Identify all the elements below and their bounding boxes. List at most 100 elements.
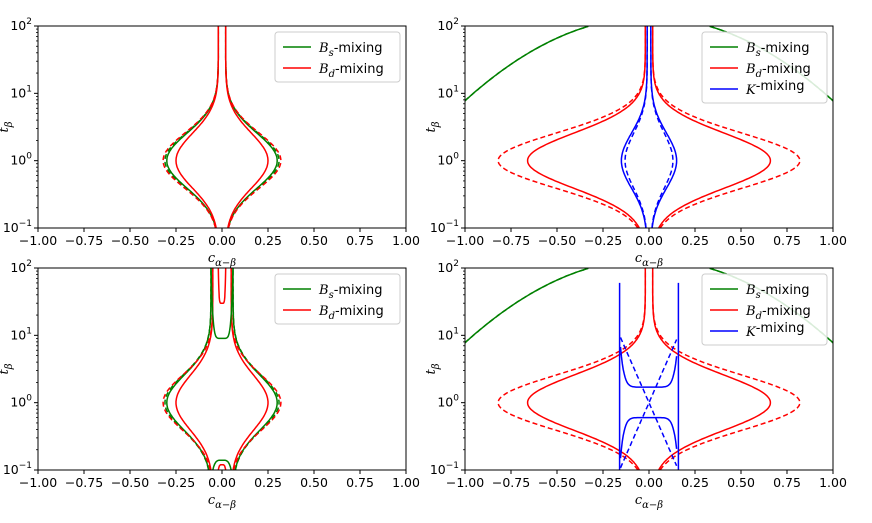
panel-bottom-right-ytick-label: 100	[437, 394, 459, 410]
panel-bottom-left: −1.00 −0.75 −0.50 −0.25 0.00 0.25 0.50 0.75 1.00…	[0, 259, 420, 511]
panel-top-left-xtick-label: 1.00	[392, 233, 420, 248]
panel-bottom-left-plot-area	[162, 268, 282, 470]
panel-bottom-right: −1.00 −0.75 −0.50 −0.25 0.00 0.25 0.50 0.75 1.00…	[424, 259, 847, 511]
panel-bottom-right-xtick-label: 0.75	[773, 475, 801, 490]
panel-top-right-xtick-label: 0.25	[681, 233, 709, 248]
panel-top-left-legend-box	[274, 31, 401, 83]
panel-top-right-series-3-bd-mixing	[651, 26, 801, 228]
panel-bottom-right-series-3-bd-mixing-part1	[497, 268, 647, 470]
panel-top-right-series-4-k-mixing-part1	[620, 26, 648, 228]
panel-bottom-left-ytick-label: 100	[10, 394, 32, 410]
panel-bottom-left-xlabel: cα−β	[208, 493, 236, 511]
panel-top-right-series-4-k-mixing	[650, 26, 678, 228]
panel-bottom-left-legend: Bs-mixing Bd-mixing	[274, 273, 401, 325]
panel-top-left-ytick-label: 101	[10, 84, 32, 100]
panel-top-left-legend-label: Bd-mixing	[318, 62, 384, 80]
panel-bottom-right-series-1-bs-mixing	[465, 268, 589, 344]
panel-top-right-legend-label: K-mixing	[745, 79, 804, 98]
panel-bottom-right-xtick-label: −0.75	[492, 475, 530, 490]
panel-bottom-right-xtick-label: 0.00	[635, 475, 663, 490]
panel-bottom-left-series-1-bs-mixing	[232, 268, 280, 470]
panel-top-left-xtick-label: −0.25	[157, 233, 195, 248]
panel-top-right-series-5-k-mixing	[650, 26, 674, 228]
panel-top-left-series-3-bd-mixing	[224, 26, 282, 228]
panel-bottom-right-series-5-k-mixing-part1	[619, 416, 678, 459]
panel-bottom-left-series-5-bs-mixing	[212, 459, 232, 470]
panel-bottom-left-series-2-bd-mixing-part1	[175, 268, 214, 470]
panel-top-right-series-5-k-mixing-part1	[624, 26, 648, 228]
panel-top-right-xtick-label: −1.00	[446, 233, 484, 248]
panel-top-right-xlabel: cα−β	[635, 251, 663, 269]
panel-top-right-series-3-bd-mixing-part1	[497, 26, 647, 228]
panel-bottom-left-ytick-label: 101	[10, 326, 32, 342]
panel-top-right-legend-label: Bd-mixing	[745, 62, 811, 80]
panel-top-right-ytick-label: 102	[437, 17, 459, 33]
panel-bottom-right-xtick-label: 0.50	[727, 475, 755, 490]
panel-top-left-xtick-label: −0.75	[65, 233, 103, 248]
panel-top-right-ylabel: tβ	[424, 121, 442, 132]
panel-top-right-legend-box	[701, 31, 828, 104]
panel-bottom-left-xtick-label: 0.50	[300, 475, 328, 490]
panel-bottom-left-ytick-label: 10−1	[3, 461, 32, 477]
panel-top-left-plot-area	[162, 26, 282, 228]
panel-top-left: −1.00 −0.75 −0.50 −0.25 0.00 0.25 0.50 0.75 1.00…	[0, 17, 420, 269]
panel-top-left-ytick-label: 10−1	[3, 219, 32, 235]
panel-bottom-right-ytick-label: 102	[437, 259, 459, 275]
panel-bottom-right-ylabel: tβ	[424, 363, 442, 374]
panel-bottom-left-xtick-label: −0.25	[157, 475, 195, 490]
panel-bottom-right-xlabel: cα−β	[635, 493, 663, 511]
panel-bottom-left-ylabel: tβ	[0, 363, 15, 374]
panel-top-right-xtick-label: −0.50	[538, 233, 576, 248]
panel-top-left-xtick-label: 0.00	[208, 233, 236, 248]
panel-bottom-right-series-5-k-mixing	[619, 346, 678, 388]
panel-bottom-right-series-3-bd-mixing	[651, 268, 801, 470]
panel-bottom-left-series-7-bd-mixing	[217, 463, 227, 470]
panel-bottom-right-series-2-bd-mixing	[651, 268, 772, 470]
panel-bottom-left-series-4-bs-mixing	[210, 268, 234, 340]
panel-bottom-right-xtick-label: 0.25	[681, 475, 709, 490]
panel-bottom-left-xtick-label: −0.50	[111, 475, 149, 490]
panel-top-left-legend-label: Bs-mixing	[318, 41, 382, 59]
panel-bottom-left-legend-label: Bs-mixing	[318, 283, 382, 301]
panel-top-right-series-2-bd-mixing-part1	[526, 26, 647, 228]
panel-top-left-series-3-bd-mixing-part1	[162, 26, 220, 228]
panel-bottom-left-xtick-label: 0.25	[254, 475, 282, 490]
panel-bottom-right-series-0-bs-mixing	[465, 268, 589, 344]
panel-top-left-xtick-label: 0.25	[254, 233, 282, 248]
panel-bottom-right-series-6-k-mixing	[619, 339, 678, 469]
panel-top-right-series-1-bs-mixing	[465, 26, 589, 102]
panel-top-right-series-0-bs-mixing	[465, 26, 589, 102]
panel-top-right-xtick-label: 0.00	[635, 233, 663, 248]
panel-bottom-right-legend-label: Bd-mixing	[745, 304, 811, 322]
panel-top-left-legend: Bs-mixing Bd-mixing	[274, 31, 401, 83]
panel-bottom-left-series-6-bd-mixing	[217, 268, 227, 304]
panel-top-left-ytick-label: 100	[10, 152, 32, 168]
panel-bottom-left-legend-box	[274, 273, 401, 325]
panel-top-left-ytick-label: 102	[10, 17, 32, 33]
panel-top-right-ytick-label: 10−1	[430, 219, 459, 235]
panel-top-left-xtick-label: 0.75	[346, 233, 374, 248]
panel-bottom-right-ytick-label: 101	[437, 326, 459, 342]
panel-top-right-legend-label: Bs-mixing	[745, 41, 809, 59]
panel-bottom-left-series-1-bs-mixing-part1	[164, 268, 212, 470]
panel-bottom-right-legend-label: Bs-mixing	[745, 283, 809, 301]
panel-bottom-left-xtick-label: −0.75	[65, 475, 103, 490]
panel-top-left-ylabel: tβ	[0, 121, 15, 132]
panel-top-right-xtick-label: 0.75	[773, 233, 801, 248]
panel-bottom-left-xtick-label: 0.00	[208, 475, 236, 490]
panel-bottom-right-series-2-bd-mixing-part1	[526, 268, 647, 470]
panel-bottom-left-xtick-label: −1.00	[19, 475, 57, 490]
panel-top-right-xtick-label: 0.50	[727, 233, 755, 248]
panel-top-right-xtick-label: −0.25	[584, 233, 622, 248]
panel-top-left-xtick-label: −0.50	[111, 233, 149, 248]
panel-top-left-xlabel: cα−β	[208, 251, 236, 269]
panel-top-right: −1.00 −0.75 −0.50 −0.25 0.00 0.25 0.50 0.75 1.00…	[424, 17, 847, 269]
panel-top-right-xtick-label: −0.75	[492, 233, 530, 248]
panel-top-right-ytick-label: 100	[437, 152, 459, 168]
panel-bottom-left-legend-label: Bd-mixing	[318, 304, 384, 322]
panel-bottom-left-series-3-bd-mixing	[230, 268, 282, 470]
panel-bottom-left-xtick-label: 0.75	[346, 475, 374, 490]
panel-bottom-right-ytick-label: 10−1	[430, 461, 459, 477]
panel-bottom-right-xtick-label: 1.00	[819, 475, 847, 490]
